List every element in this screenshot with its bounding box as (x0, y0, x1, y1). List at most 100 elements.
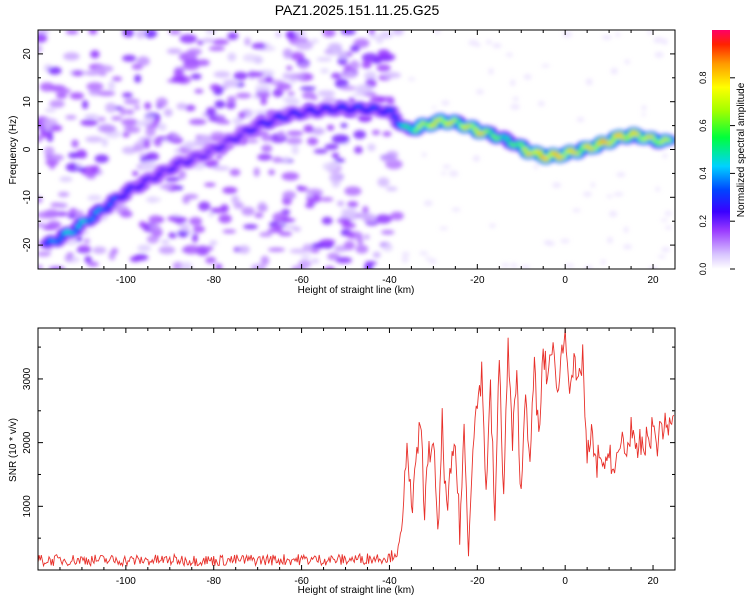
ridge-cell (555, 153, 558, 156)
ridge-cell (358, 105, 361, 108)
noise-blob (238, 111, 246, 120)
ridge-cell (52, 240, 56, 243)
noise-blob (74, 210, 85, 218)
noise-blob (661, 247, 671, 253)
ridge-cell (646, 136, 650, 138)
noise-blob (419, 251, 429, 256)
noise-blob (623, 226, 629, 233)
ridge-cell (484, 129, 488, 132)
noise-blob (49, 99, 65, 108)
noise-blob (324, 143, 339, 150)
noise-blob (94, 154, 109, 163)
noise-blob (282, 190, 297, 200)
noise-blob (340, 30, 356, 35)
noise-blob (180, 223, 190, 232)
ridge-cell (344, 107, 347, 110)
noise-blob (281, 172, 300, 181)
noise-blob (90, 50, 100, 59)
noise-blob (246, 71, 264, 78)
noise-blob (488, 68, 494, 75)
noise-blob (583, 191, 592, 197)
ridge-cell (228, 137, 231, 140)
ridge-cell (435, 119, 439, 122)
ridge-cell (168, 169, 172, 172)
noise-blob (212, 39, 230, 45)
ridge-cell (231, 138, 235, 141)
ridge-cell (439, 117, 442, 120)
noise-blob (105, 102, 117, 113)
noise-blob (319, 197, 334, 202)
noise-blob (326, 124, 335, 131)
noise-blob (657, 255, 666, 259)
ridge-cell (122, 195, 126, 198)
noise-blob (213, 71, 231, 78)
noise-blob (374, 214, 393, 224)
noise-blob (277, 130, 285, 138)
ridge-cell (112, 197, 115, 200)
spectrogram-x-tick-label: -20 (470, 275, 485, 286)
noise-blob (341, 222, 356, 229)
noise-blob (84, 70, 101, 76)
snr-x-axis-label: Height of straight line (km) (298, 585, 415, 596)
noise-blob (244, 37, 251, 46)
noise-blob (330, 72, 342, 79)
noise-blob (143, 30, 158, 39)
noise-blob (341, 208, 358, 214)
noise-blob (324, 49, 333, 55)
ridge-cell (45, 242, 49, 245)
spectrogram-x-ticks: -100 -80 -60 -40 -20 0 20 (59, 30, 676, 286)
noise-blob (472, 155, 480, 162)
noise-blob (512, 96, 519, 102)
noise-blob (85, 136, 103, 143)
ridge-cell (270, 120, 274, 123)
noise-blob (601, 35, 612, 40)
ridge-cell (417, 125, 421, 128)
ridge-cell (379, 111, 383, 114)
spectrogram-x-tick-label: -100 (116, 275, 136, 286)
noise-blob (371, 129, 381, 136)
noise-blob (289, 248, 307, 254)
ridge-cell (604, 141, 607, 144)
ridge-cell (663, 138, 667, 141)
noise-blob (489, 223, 496, 228)
ridge-cell (136, 187, 140, 190)
ridge-cell (323, 106, 326, 109)
noise-blob (158, 184, 173, 190)
noise-blob (337, 57, 348, 66)
noise-blob (431, 106, 437, 110)
noise-blob (350, 45, 360, 52)
noise-blob (286, 30, 295, 41)
ridge-cell (656, 142, 660, 145)
noise-blob (590, 182, 596, 188)
ridge-cell (569, 149, 572, 152)
noise-blob (48, 66, 62, 75)
noise-blob (623, 244, 632, 250)
ridge-cell (660, 141, 664, 143)
noise-blob (63, 88, 72, 93)
ridge-cell (375, 107, 379, 110)
noise-blob (382, 131, 392, 137)
noise-blob (144, 102, 152, 110)
noise-blob (606, 194, 613, 198)
ridge-cell (129, 185, 133, 188)
noise-blob (653, 37, 664, 44)
noise-blob (149, 224, 161, 231)
ridge-cell (453, 118, 456, 121)
noise-blob (664, 211, 672, 216)
noise-blob (523, 74, 532, 80)
snr-line-layer (38, 329, 675, 568)
noise-blob (272, 88, 284, 98)
noise-blob (210, 208, 220, 213)
noise-blob (44, 209, 59, 219)
ridge-cell (425, 123, 428, 126)
noise-blob (243, 224, 258, 230)
ridge-cell (301, 113, 305, 116)
ridge-cell (540, 155, 544, 158)
noise-blob (543, 240, 551, 245)
noise-blob (92, 246, 107, 254)
noise-blob (272, 156, 283, 163)
noise-blob (510, 103, 520, 110)
noise-blob (148, 215, 163, 224)
noise-blob (134, 253, 149, 261)
